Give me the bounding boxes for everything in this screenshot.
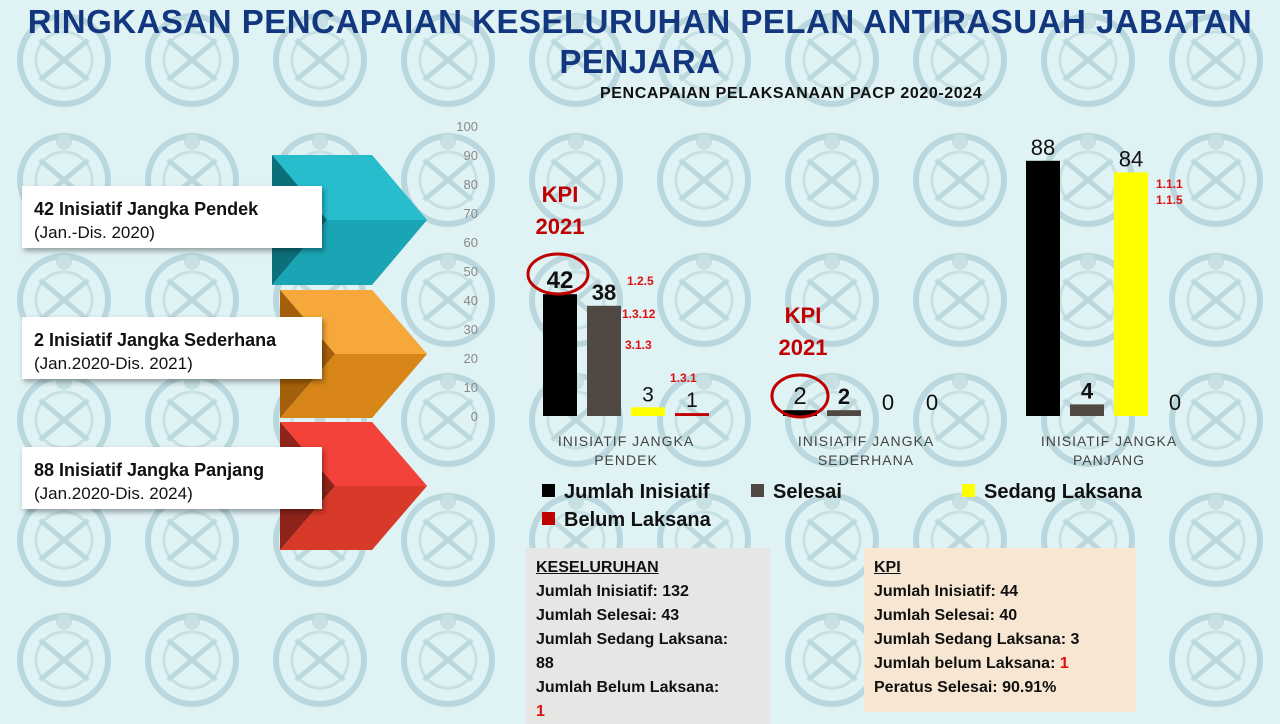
x-tick-label: PENDEK: [594, 452, 658, 468]
bar: [783, 410, 817, 416]
initiative-code-label: 1.3.1: [670, 371, 697, 385]
kpi-annotation: 2021: [536, 214, 585, 239]
bar: [1026, 160, 1060, 416]
x-tick-label: SEDERHANA: [818, 452, 914, 468]
legend-label: Belum Laksana: [564, 509, 712, 531]
summary-line: Jumlah Sedang Laksana:: [536, 631, 729, 648]
data-label: 4: [1081, 378, 1094, 403]
y-tick-label: 30: [464, 322, 478, 337]
page-title: RINGKASAN PENCAPAIAN KESELURUHAN PELAN A…: [0, 2, 1280, 82]
bar: [1114, 172, 1148, 416]
y-tick-label: 10: [464, 380, 478, 395]
summary-heading: KPI: [874, 559, 901, 576]
x-tick-label: PANJANG: [1073, 452, 1145, 468]
y-tick-label: 40: [464, 293, 478, 308]
card-jangka-pendek: 42 Inisiatif Jangka Pendek (Jan.-Dis. 20…: [22, 186, 322, 248]
initiative-code-label: 1.3.12: [622, 307, 656, 321]
y-tick-label: 20: [464, 351, 478, 366]
summary-label: Jumlah belum Laksana:: [874, 655, 1056, 672]
card-title: 42 Inisiatif Jangka Pendek: [34, 199, 259, 219]
chart-title: PENCAPAIAN PELAKSANAAN PACP 2020-2024: [600, 85, 983, 102]
initiative-code-label: 1.1.5: [1156, 193, 1183, 207]
legend-label: Selesai: [773, 481, 842, 503]
summary-line: Jumlah Selesai: 40: [874, 607, 1018, 624]
card-title: 88 Inisiatif Jangka Panjang: [34, 460, 265, 480]
data-label: 0: [882, 390, 894, 415]
y-tick-label: 60: [464, 235, 478, 250]
summary-line: Jumlah Belum Laksana:: [536, 679, 720, 696]
summary-value: 1: [536, 703, 545, 720]
y-tick-label: 0: [471, 409, 478, 424]
kpi-annotation: 2021: [779, 335, 828, 360]
bar: [587, 305, 621, 416]
card-period: (Jan.2020-Dis. 2024): [34, 484, 193, 503]
summary-kpi-box: KPI Jumlah Inisiatif: 44 Jumlah Selesai:…: [864, 548, 1136, 712]
card-title: 2 Inisiatif Jangka Sederhana: [34, 330, 277, 350]
summary-line: Jumlah Inisiatif: 132: [536, 583, 689, 600]
data-label: 2: [793, 383, 806, 410]
kpi-circle: [770, 373, 830, 419]
bar: [543, 294, 577, 416]
y-tick-label: 80: [464, 177, 478, 192]
summary-value: 1: [1059, 655, 1069, 672]
bar: [1070, 404, 1104, 416]
page-title-line2: PENJARA: [559, 43, 721, 80]
data-label: 84: [1119, 146, 1143, 171]
card-jangka-sederhana: 2 Inisiatif Jangka Sederhana (Jan.2020-D…: [22, 317, 322, 379]
data-label: 2: [838, 384, 850, 409]
legend-label: Sedang Laksana: [984, 481, 1143, 503]
bar: [827, 410, 861, 416]
summary-overall-box: KESELURUHAN Jumlah Inisiatif: 132 Jumlah…: [526, 548, 770, 724]
legend-swatch: [542, 512, 555, 525]
y-tick-label: 100: [456, 119, 478, 134]
kpi-annotation: KPI: [542, 182, 579, 207]
summary-line: Peratus Selesai: 90.91%: [874, 679, 1057, 696]
summary-line: Jumlah Inisiatif: 44: [874, 583, 1019, 600]
data-label: 38: [592, 280, 616, 305]
data-label: 88: [1031, 135, 1055, 160]
legend-swatch: [962, 484, 975, 497]
legend-swatch: [751, 484, 764, 497]
data-label: 3: [642, 383, 654, 406]
y-tick-label: 50: [464, 264, 478, 279]
summary-heading: KESELURUHAN: [536, 559, 659, 576]
legend-label: Jumlah Inisiatif: [564, 481, 710, 503]
page-title-line1: RINGKASAN PENCAPAIAN KESELURUHAN PELAN A…: [27, 3, 1253, 40]
bar: [631, 407, 665, 416]
x-tick-label: INISIATIF JANGKA: [1041, 433, 1177, 449]
kpi-annotation: KPI: [785, 303, 822, 328]
initiative-code-label: 1.1.1: [1156, 177, 1183, 191]
summary-line: Jumlah Selesai: 43: [536, 607, 680, 624]
legend-swatch: [542, 484, 555, 497]
card-period: (Jan.-Dis. 2020): [34, 223, 155, 242]
card-period: (Jan.2020-Dis. 2021): [34, 354, 193, 373]
initiative-code-label: 3.1.3: [625, 338, 652, 352]
data-label: 0: [926, 390, 938, 415]
data-label: 0: [1169, 390, 1181, 415]
summary-value: 88: [536, 655, 554, 672]
data-label: 1: [686, 389, 698, 412]
kpi-circle: [526, 252, 590, 296]
summary-line: Jumlah belum Laksana: 1: [874, 652, 1126, 676]
initiative-code-label: 1.2.5: [627, 274, 654, 288]
y-tick-label: 90: [464, 148, 478, 163]
card-jangka-panjang: 88 Inisiatif Jangka Panjang (Jan.2020-Di…: [22, 447, 322, 509]
data-label: 42: [547, 267, 574, 294]
x-tick-label: INISIATIF JANGKA: [558, 433, 694, 449]
y-tick-label: 70: [464, 206, 478, 221]
x-tick-label: INISIATIF JANGKA: [798, 433, 934, 449]
summary-line: Jumlah Sedang Laksana: 3: [874, 631, 1080, 648]
bar: [675, 413, 709, 416]
